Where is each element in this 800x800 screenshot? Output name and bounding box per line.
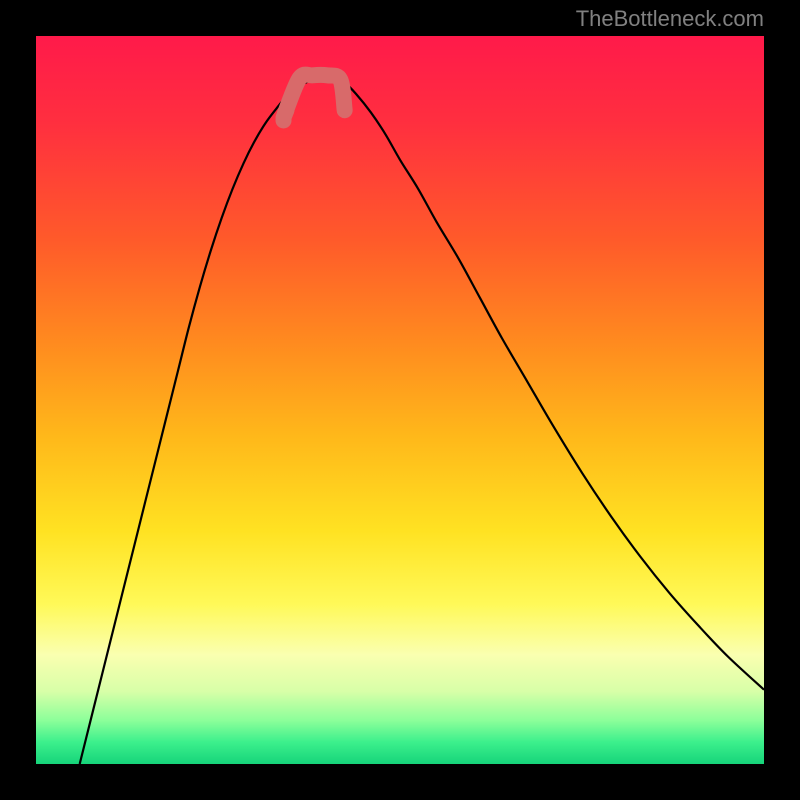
attribution-label: TheBottleneck.com <box>576 6 764 32</box>
bottleneck-chart-svg <box>36 36 764 764</box>
chart-canvas: TheBottleneck.com <box>0 0 800 800</box>
gradient-background <box>36 36 764 764</box>
highlight-dot-0 <box>276 112 292 128</box>
plot-area <box>36 36 764 764</box>
